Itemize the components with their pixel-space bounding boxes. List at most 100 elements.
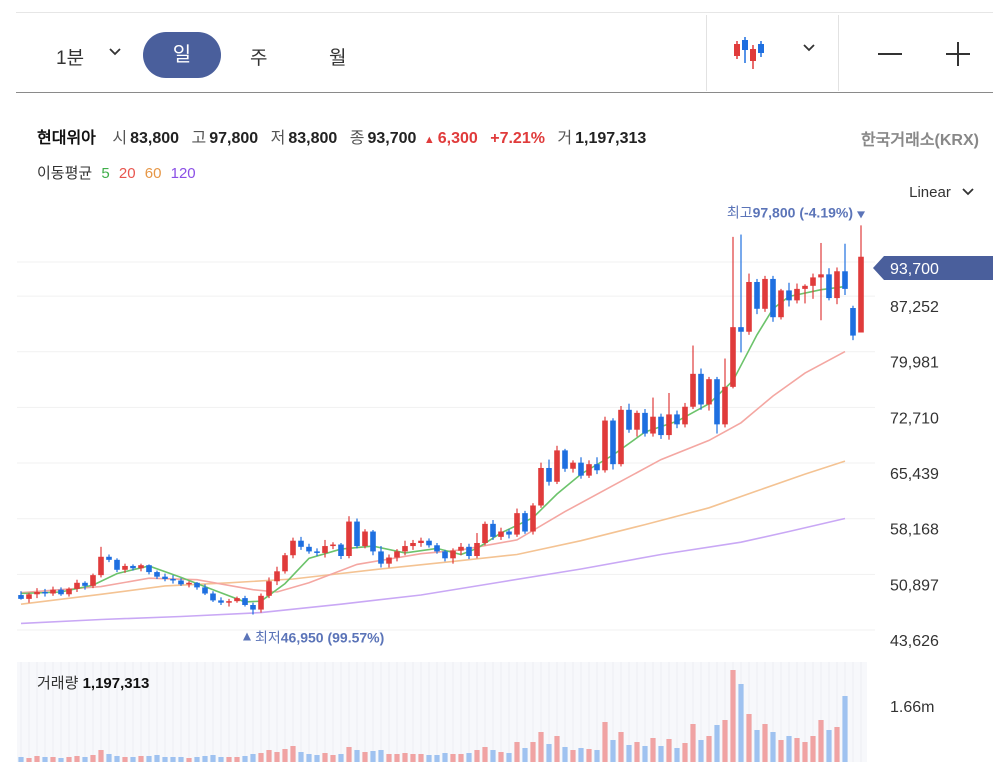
- candlestick-icon[interactable]: [732, 35, 770, 71]
- volume-bar: [202, 756, 208, 762]
- period-week-button[interactable]: 주: [250, 48, 268, 69]
- ma20-line: [20, 350, 846, 594]
- candle-body: [762, 278, 768, 309]
- candle-body: [730, 327, 736, 387]
- candle-body: [218, 600, 224, 603]
- candle-body: [250, 604, 256, 610]
- candle-body: [346, 521, 352, 557]
- candle-body: [122, 565, 128, 570]
- volume-bar: [538, 732, 544, 762]
- candle-body: [626, 409, 632, 430]
- candle-body: [562, 450, 568, 469]
- volume-bar: [410, 754, 416, 762]
- candle-body: [338, 544, 344, 557]
- low-marker: 최저46,950 (99.57%): [255, 630, 384, 646]
- period-day-button[interactable]: 일: [143, 32, 221, 78]
- candle-body: [66, 588, 72, 595]
- chevron-down-icon[interactable]: [108, 47, 122, 57]
- volume-label: 거래량 1,197,313: [37, 675, 149, 692]
- candle-body: [322, 546, 328, 553]
- volume-bar: [370, 751, 376, 762]
- candle-body: [506, 531, 512, 535]
- candle-body: [546, 467, 552, 482]
- candle-body: [810, 277, 816, 286]
- candle-body: [602, 420, 608, 471]
- high-marker-arrow: [857, 211, 865, 219]
- volume-bar: [74, 756, 80, 762]
- volume-bar: [26, 758, 32, 762]
- candle-body: [42, 591, 48, 594]
- candle-body: [186, 582, 192, 585]
- candle-body: [722, 386, 728, 425]
- candle-body: [842, 271, 848, 289]
- volume-bar: [786, 736, 792, 762]
- low-marker-value: 46,950: [281, 630, 328, 646]
- candle-body: [226, 601, 232, 603]
- volume-bar: [482, 747, 488, 762]
- candle-body: [290, 540, 296, 556]
- volume-bar: [346, 747, 352, 762]
- candle-body: [442, 551, 448, 559]
- chart-type-chevron-icon[interactable]: [802, 43, 816, 53]
- y-tick-label-2: 72,710: [890, 410, 939, 427]
- candle-body: [386, 557, 392, 564]
- plus-icon[interactable]: [938, 35, 978, 73]
- scale-mode-select[interactable]: Linear: [909, 184, 975, 201]
- volume-bar: [354, 750, 360, 762]
- volume-bar: [218, 757, 224, 762]
- period-month-button[interactable]: 월: [329, 48, 347, 69]
- volume-bar: [186, 758, 192, 762]
- candle-body: [242, 598, 248, 605]
- volume-bar: [210, 755, 216, 762]
- volume-bar: [402, 753, 408, 762]
- minus-icon[interactable]: [870, 35, 910, 73]
- volume-bar: [802, 742, 808, 762]
- volume-bar: [250, 754, 256, 762]
- candle-body: [746, 281, 752, 332]
- volume-bar: [82, 757, 88, 762]
- volume-bar: [466, 753, 472, 762]
- chevron-down-icon: [962, 188, 974, 196]
- ma-5-label[interactable]: 5: [101, 165, 110, 182]
- volume-bar: [458, 754, 464, 762]
- candle-body: [570, 462, 576, 469]
- candle-body: [306, 546, 312, 552]
- volume-bar: [234, 757, 240, 762]
- candle-body: [522, 513, 528, 532]
- volume-bar: [106, 754, 112, 762]
- low-marker-label: 최저: [255, 630, 281, 646]
- ma-20-label[interactable]: 20: [118, 165, 136, 182]
- candle-body: [266, 581, 272, 596]
- candle-body: [818, 274, 824, 278]
- volume-bar: [602, 722, 608, 762]
- ma-60-label[interactable]: 60: [144, 165, 162, 182]
- change-percent: +7.21%: [490, 130, 545, 147]
- last-price-badge: [873, 256, 993, 280]
- volume-bar: [50, 757, 56, 762]
- volume-bar: [426, 755, 432, 762]
- candle-body: [354, 521, 360, 547]
- ma-label: 이동평균: [37, 165, 93, 182]
- volume-bar: [242, 756, 248, 762]
- candle-body: [362, 531, 368, 547]
- volume-bar: [146, 756, 152, 762]
- volume-bar: [578, 748, 584, 762]
- y-tick-label-3: 65,439: [890, 466, 939, 483]
- volume-bar: [618, 732, 624, 762]
- candle-body: [114, 559, 120, 570]
- volume-bar: [362, 752, 368, 762]
- volume-bar: [162, 757, 168, 762]
- candle-body: [858, 256, 864, 333]
- candle-body: [282, 555, 288, 572]
- candle-body: [834, 271, 840, 299]
- volume-bar: [842, 696, 848, 762]
- candle-body: [530, 505, 536, 532]
- volume-bar: [682, 743, 688, 762]
- ma-120-label[interactable]: 120: [170, 165, 196, 182]
- volume-bar: [314, 755, 320, 762]
- volume-bar: [594, 750, 600, 762]
- period-1min-button[interactable]: 1분: [56, 48, 85, 69]
- up-triangle-icon: ▲: [423, 134, 435, 146]
- candle-body: [554, 450, 560, 482]
